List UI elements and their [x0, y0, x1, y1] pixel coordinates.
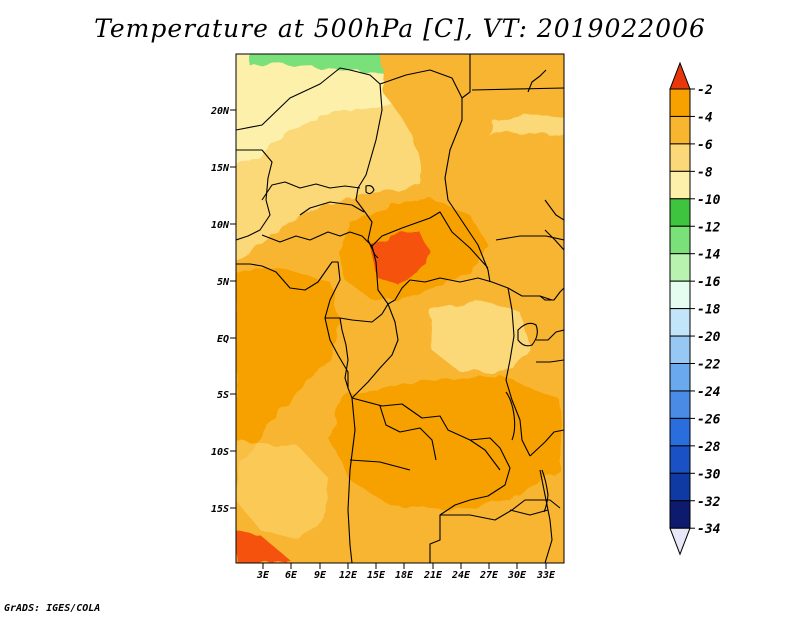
lon-label-15e: 15E — [367, 570, 386, 581]
colorbar-label: -16 — [697, 275, 721, 290]
band-minus4-south — [330, 375, 560, 510]
map-title: Temperature at 500hPa [C], VT: 201902200… — [94, 14, 706, 43]
band-minus8-southwest — [236, 440, 330, 540]
country-borders — [236, 54, 564, 563]
lon-label-3e: 3E — [256, 570, 270, 581]
colorbar-swatch — [669, 390, 691, 419]
lakes — [365, 184, 549, 513]
colorbar-label: -10 — [697, 193, 721, 208]
lon-axis: 3E 6E 9E 12E 15E 18E 21E 24E 27E 30E 33E — [256, 563, 556, 581]
colorbar-swatch — [669, 363, 691, 392]
credit-label: GrADS: IGES/COLA — [4, 603, 101, 614]
map-frame — [235, 53, 565, 564]
lon-label-24e: 24E — [451, 570, 471, 581]
colorbar-swatch — [669, 417, 691, 447]
colorbar-swatch — [669, 500, 691, 529]
colorbar-label: -34 — [697, 522, 721, 537]
colorbar-swatch — [669, 308, 691, 337]
colorbar-swatch — [669, 472, 691, 502]
lat-label-eq: EQ — [217, 334, 229, 345]
lon-label-33e: 33E — [536, 570, 556, 581]
colorbar-swatch — [669, 198, 691, 227]
colorbar-label: -20 — [697, 330, 721, 345]
lat-label-10s: 10S — [211, 447, 229, 458]
colorbar-top-arrow — [669, 61, 691, 90]
band-minus4-west — [236, 268, 340, 470]
lake-chad — [365, 184, 375, 195]
colorbar-label: -30 — [697, 467, 721, 482]
colorbar-swatch — [669, 335, 691, 364]
band-minus2-southwest — [236, 530, 290, 563]
lon-label-6e: 6E — [285, 570, 298, 581]
lat-label-15s: 15S — [211, 504, 229, 515]
colorbar-label: -26 — [697, 412, 721, 427]
colorbar-swatch — [669, 170, 691, 200]
lon-label-27e: 27E — [479, 570, 499, 581]
colorbar-label: -12 — [697, 220, 721, 235]
colorbar-label: -22 — [697, 358, 721, 373]
band-minus8-central-east — [430, 300, 530, 372]
colorbar-label: -8 — [697, 165, 713, 180]
temperature-field — [236, 54, 564, 563]
colorbar-bottom-arrow — [669, 527, 691, 556]
colorbar-label: -24 — [697, 385, 721, 400]
lat-axis: 20N 15N 10N 5N EQ 5S 10S 15S — [210, 106, 236, 515]
lon-label-12e: 12E — [339, 570, 358, 581]
lon-label-18e: 18E — [395, 570, 414, 581]
colorbar-label: -14 — [697, 248, 721, 263]
colorbar-label: -2 — [697, 83, 713, 98]
lake-victoria — [517, 322, 538, 347]
lat-label-5n: 5N — [217, 277, 230, 288]
lat-label-15n: 15N — [211, 163, 230, 174]
lat-label-10n: 10N — [211, 220, 230, 231]
lon-label-9e: 9E — [314, 570, 327, 581]
colorbar-label: -32 — [697, 495, 721, 510]
colorbar-swatch — [669, 143, 691, 172]
band-minus2-core — [370, 232, 430, 284]
colorbar-swatch — [669, 225, 691, 255]
lake-tanganyika — [505, 391, 516, 441]
colorbar-label: -4 — [697, 110, 713, 125]
colorbar-swatch — [669, 445, 691, 474]
colorbar-swatch — [669, 253, 691, 282]
lake-malawi — [541, 469, 549, 513]
colorbar-label: -18 — [697, 303, 721, 318]
colorbar: -2 -4 -6 -8 -10 -12 -14 -16 -18 -20 -22 -24 -26 -28 -3… — [669, 61, 721, 556]
lat-label-20n: 20N — [210, 106, 230, 117]
colorbar-swatch — [669, 115, 691, 145]
band-minus6-minus4-northeast — [380, 54, 564, 212]
colorbar-label: -6 — [697, 138, 713, 153]
lon-label-30e: 30E — [507, 570, 527, 581]
lat-label-5s: 5S — [217, 390, 229, 401]
lon-label-21e: 21E — [423, 570, 443, 581]
colorbar-swatch — [669, 280, 691, 310]
colorbar-label: -28 — [697, 440, 721, 455]
colorbar-swatch — [669, 88, 691, 117]
